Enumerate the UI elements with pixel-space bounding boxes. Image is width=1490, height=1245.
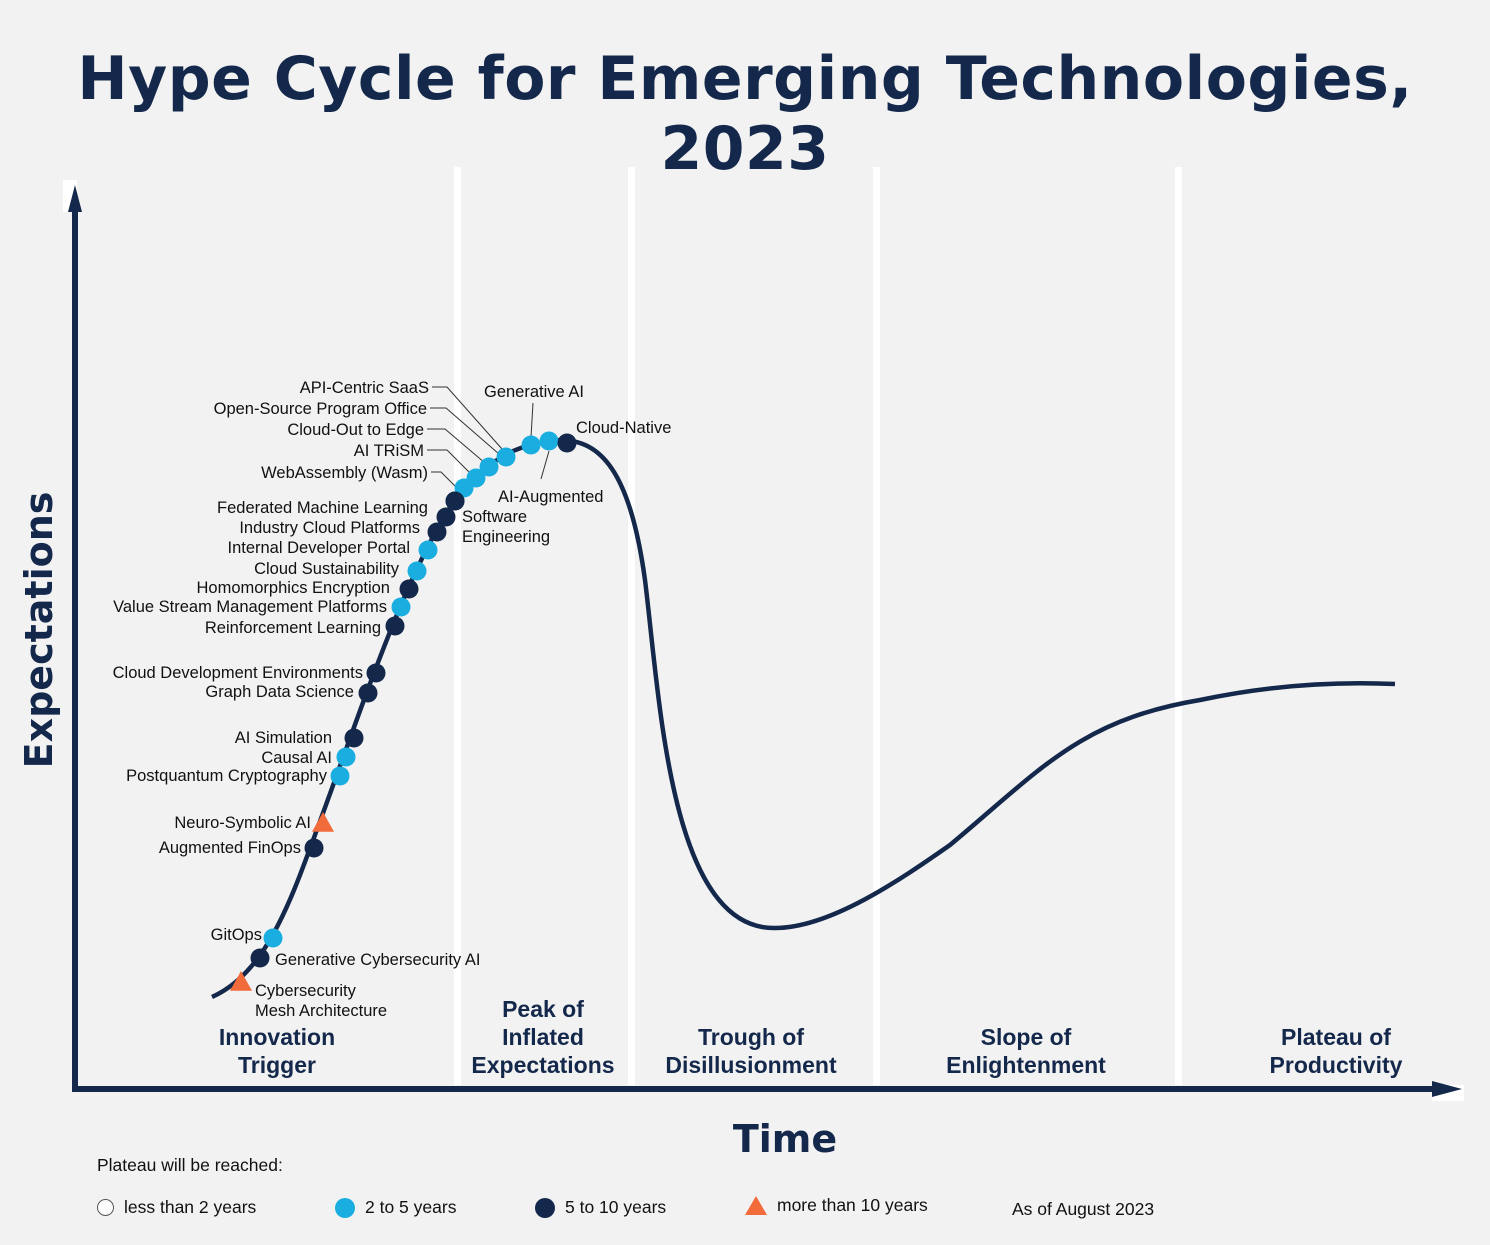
phase-divider <box>1175 167 1182 1085</box>
marker-cloud-development-environments <box>366 663 386 683</box>
phase-divider <box>454 167 461 1085</box>
label-ai-augmented: AI-Augmented <box>498 488 603 506</box>
label-api-centric-saas: API-Centric SaaS <box>300 379 429 397</box>
marker-ai-augmented <box>539 431 559 451</box>
label-ai-simulation: AI Simulation <box>235 729 332 747</box>
label-augmented-finops: Augmented FinOps <box>159 839 301 857</box>
leader-lines <box>427 386 550 491</box>
orange-triangle-icon <box>745 1196 767 1215</box>
hype-curve <box>211 437 1396 1000</box>
marker-graph-data-science <box>358 683 378 703</box>
legend-label: 2 to 5 years <box>365 1197 457 1217</box>
marker-augmented-finops <box>304 838 324 858</box>
axes <box>68 185 1462 1097</box>
marker-neuro-symbolic-ai <box>312 812 334 832</box>
legend-label: 5 to 10 years <box>565 1197 667 1217</box>
phase-divider <box>873 167 880 1085</box>
leader-line-cloud-out-to-edge <box>427 428 486 464</box>
legend-item-more-than-10-years: more than 10 years <box>745 1195 928 1216</box>
label-neuro-symbolic-ai: Neuro-Symbolic AI <box>174 814 311 832</box>
marker-cloud-native <box>557 433 577 453</box>
label-value-stream-management-platforms: Value Stream Management Platforms <box>113 598 387 616</box>
label-postquantum-cryptography: Postquantum Cryptography <box>126 767 328 785</box>
marker-generative-ai <box>521 435 541 455</box>
phase-dividers <box>454 167 1182 1085</box>
marker-generative-cybersecurity-ai <box>250 948 270 968</box>
leader-line-ai-augmented <box>540 450 550 480</box>
label-industry-cloud-platforms: Industry Cloud Platforms <box>239 519 420 537</box>
open-circle-icon <box>97 1199 114 1216</box>
marker-internal-developer-portal <box>418 540 438 560</box>
marker-ai-simulation <box>344 728 364 748</box>
leader-line-api-centric-saas <box>432 386 503 450</box>
label-cloud-native: Cloud-Native <box>576 419 671 437</box>
leader-line-open-source-program-office <box>430 407 500 455</box>
leader-line-ai-trism <box>427 449 474 477</box>
x-axis-title: Time <box>733 1117 837 1161</box>
phase-divider <box>628 167 635 1085</box>
marker-federated-machine-learning <box>436 507 456 527</box>
label-causal-ai: Causal AI <box>261 749 332 767</box>
x-axis-arrow <box>1432 1081 1462 1097</box>
marker-homomorphics-encryption <box>399 579 419 599</box>
marker-industry-cloud-platforms <box>427 522 447 542</box>
legend-label: more than 10 years <box>777 1195 928 1215</box>
legend-item-2-to-5-years: 2 to 5 years <box>335 1197 456 1218</box>
leader-line-generative-ai <box>530 402 534 438</box>
phase-label-trough-of-disillusionment: Trough of Disillusionment <box>665 1024 837 1078</box>
legend-item-5-to-10-years: 5 to 10 years <box>535 1197 666 1218</box>
label-cloud-out-to-edge: Cloud-Out to Edge <box>287 421 424 439</box>
label-cloud-sustainability: Cloud Sustainability <box>254 560 400 578</box>
marker-cybersecurity-mesh-architecture <box>230 971 252 991</box>
chart-title: Hype Cycle for Emerging Technologies, 20… <box>77 44 1413 184</box>
marker-postquantum-cryptography <box>330 766 350 786</box>
label-internal-developer-portal: Internal Developer Portal <box>227 539 410 557</box>
technology-markers <box>230 431 577 991</box>
label-software-engineering: Software Engineering <box>462 508 550 546</box>
label-generative-cybersecurity-ai: Generative Cybersecurity AI <box>275 951 480 969</box>
marker-gitops <box>263 928 283 948</box>
label-graph-data-science: Graph Data Science <box>205 683 354 701</box>
legend-item-less-than-2-years: less than 2 years <box>97 1197 256 1218</box>
legend-title: Plateau will be reached: <box>97 1155 283 1175</box>
phase-labels: Innovation Trigger Peak of Inflated Expectat… <box>219 996 1403 1078</box>
dark-navy-circle-icon <box>535 1197 555 1218</box>
label-ai-trism: AI TRiSM <box>354 442 424 460</box>
technology-labels: Cybersecurity Mesh Architecture Generative… <box>113 379 672 1020</box>
label-webassembly-wasm: WebAssembly (Wasm) <box>261 464 428 482</box>
marker-software-engineering-dot <box>445 491 465 511</box>
marker-reinforcement-learning <box>385 616 405 636</box>
light-blue-circle-icon <box>335 1197 355 1218</box>
marker-value-stream-management-platforms <box>391 597 411 617</box>
marker-cloud-sustainability <box>407 561 427 581</box>
label-cybersecurity-mesh-architecture: Cybersecurity Mesh Architecture <box>255 982 387 1020</box>
marker-api-centric-saas <box>496 447 516 467</box>
marker-causal-ai <box>336 747 356 767</box>
phase-label-slope-of-enlightenment: Slope of Enlightenment <box>946 1024 1106 1078</box>
leader-line-webassembly-wasm <box>431 471 460 491</box>
label-cloud-development-environments: Cloud Development Environments <box>113 664 363 682</box>
label-open-source-program-office: Open-Source Program Office <box>214 400 427 418</box>
as-of-date: As of August 2023 <box>1012 1199 1155 1219</box>
y-axis-title: Expectations <box>17 492 61 769</box>
label-federated-machine-learning: Federated Machine Learning <box>217 499 428 517</box>
label-homomorphics-encryption: Homomorphics Encryption <box>197 579 391 597</box>
phase-label-peak-of-inflated-expectations: Peak of Inflated Expectations <box>471 996 614 1078</box>
y-axis-arrow <box>68 185 82 212</box>
phase-label-plateau-of-productivity: Plateau of Productivity <box>1270 1024 1403 1078</box>
label-reinforcement-learning: Reinforcement Learning <box>205 619 381 637</box>
label-gitops: GitOps <box>211 926 262 944</box>
marker-open-source-program-office <box>479 457 499 477</box>
label-generative-ai: Generative AI <box>484 383 584 401</box>
phase-label-innovation-trigger: Innovation Trigger <box>219 1024 335 1078</box>
legend-label: less than 2 years <box>124 1197 257 1217</box>
marker-cloud-out-to-edge <box>466 468 486 488</box>
